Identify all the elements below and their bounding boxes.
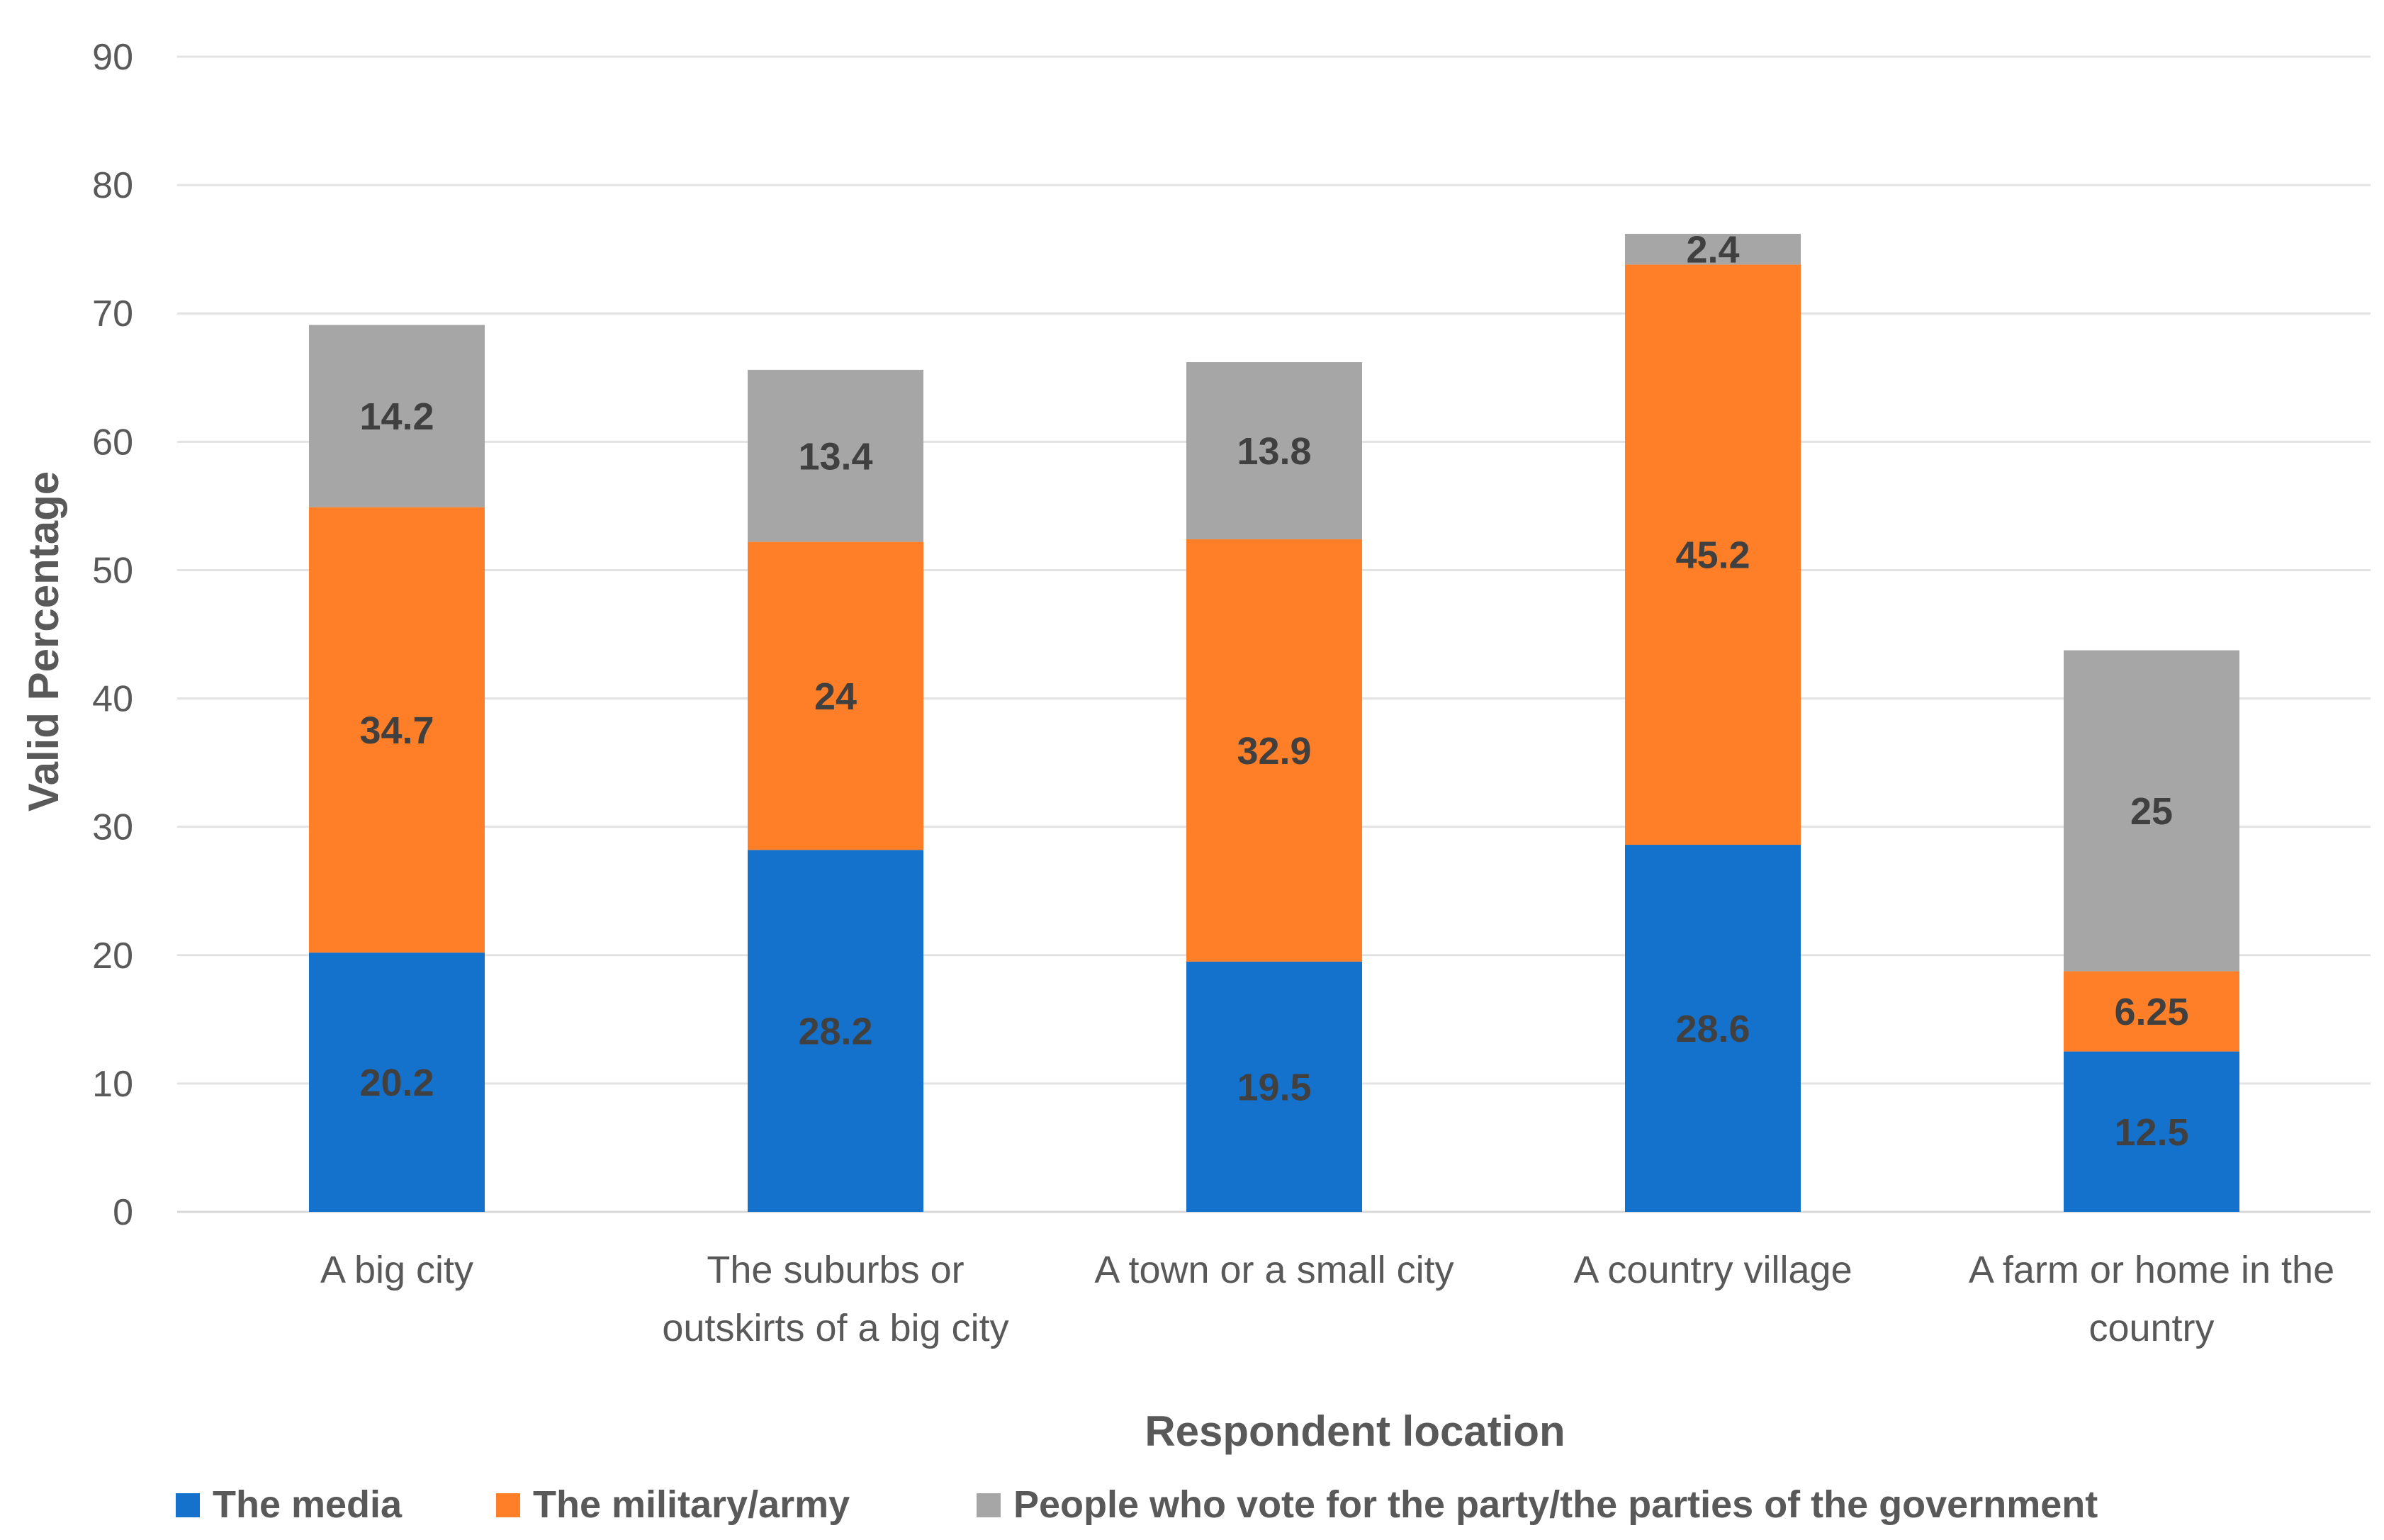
bar-segment — [2064, 971, 2239, 1052]
data-label: 24 — [814, 675, 857, 718]
legend-label: People who vote for the party/the partie… — [1013, 1483, 2098, 1526]
data-label: 32.9 — [1237, 730, 1311, 772]
y-axis-ticks: 0 10 20 30 40 50 60 70 80 90 — [92, 37, 133, 1233]
bar-segment — [2064, 650, 2239, 972]
data-label: 25 — [2130, 790, 2173, 833]
data-label: 45.2 — [1675, 534, 1750, 577]
bar-segment — [309, 952, 485, 1212]
bar-segment — [1186, 961, 1362, 1212]
x-axis-categories: A big city The suburbs or outskirts of a b… — [320, 1249, 2334, 1349]
x-axis-title: Respondent location — [1145, 1407, 1565, 1455]
y-tick-label: 60 — [92, 422, 133, 463]
x-category-label: A town or a small city — [1094, 1249, 1454, 1291]
y-axis-title: Valid Percentage — [20, 471, 67, 811]
bar-segment — [748, 541, 923, 850]
bar-segment — [1186, 539, 1362, 962]
data-label: 28.2 — [798, 1011, 872, 1053]
x-category-label: A farm or home in the country — [1969, 1249, 2334, 1349]
legend: The media The military/army People who vot… — [176, 1483, 2098, 1526]
data-label: 20.2 — [359, 1062, 434, 1104]
y-tick-label: 30 — [92, 807, 133, 848]
bar-segment — [1186, 362, 1362, 539]
data-label: 6.25 — [2114, 991, 2188, 1033]
y-tick-label: 90 — [92, 37, 133, 78]
bar-segment — [2064, 1051, 2239, 1212]
y-tick-label: 50 — [92, 550, 133, 591]
bar-segment — [1625, 264, 1801, 845]
legend-label: The media — [213, 1483, 403, 1526]
legend-swatch — [977, 1493, 1001, 1517]
x-category-label: A big city — [320, 1249, 473, 1291]
bar-segment — [309, 325, 485, 507]
legend-swatch — [496, 1493, 520, 1517]
bar-segment — [309, 507, 485, 953]
data-label: 19.5 — [1237, 1066, 1311, 1108]
bar-segment — [748, 850, 923, 1212]
data-label: 13.8 — [1237, 430, 1311, 473]
data-label: 34.7 — [359, 709, 434, 752]
data-label: 14.2 — [359, 395, 434, 438]
y-tick-label: 80 — [92, 165, 133, 206]
y-tick-label: 0 — [113, 1192, 133, 1233]
bar-segment — [1625, 845, 1801, 1212]
bar-segment — [748, 369, 923, 542]
y-tick-label: 20 — [92, 935, 133, 977]
x-category-label: The suburbs or outskirts of a big city — [662, 1249, 1008, 1349]
data-label: 12.5 — [2114, 1111, 2188, 1154]
y-tick-label: 40 — [92, 679, 133, 720]
bars: 20.2 34.7 14.2 28.2 24 13.4 19.5 32.9 13.8 28.6 45… — [309, 229, 2239, 1212]
legend-label: The military/army — [533, 1483, 850, 1526]
x-category-label: A country village — [1573, 1249, 1852, 1291]
bar-segment — [1625, 233, 1801, 265]
y-tick-label: 10 — [92, 1064, 133, 1105]
data-label: 2.4 — [1686, 229, 1739, 271]
y-tick-label: 70 — [92, 293, 133, 335]
data-label: 13.4 — [798, 435, 872, 478]
legend-swatch — [176, 1493, 200, 1517]
data-label: 28.6 — [1675, 1008, 1750, 1050]
